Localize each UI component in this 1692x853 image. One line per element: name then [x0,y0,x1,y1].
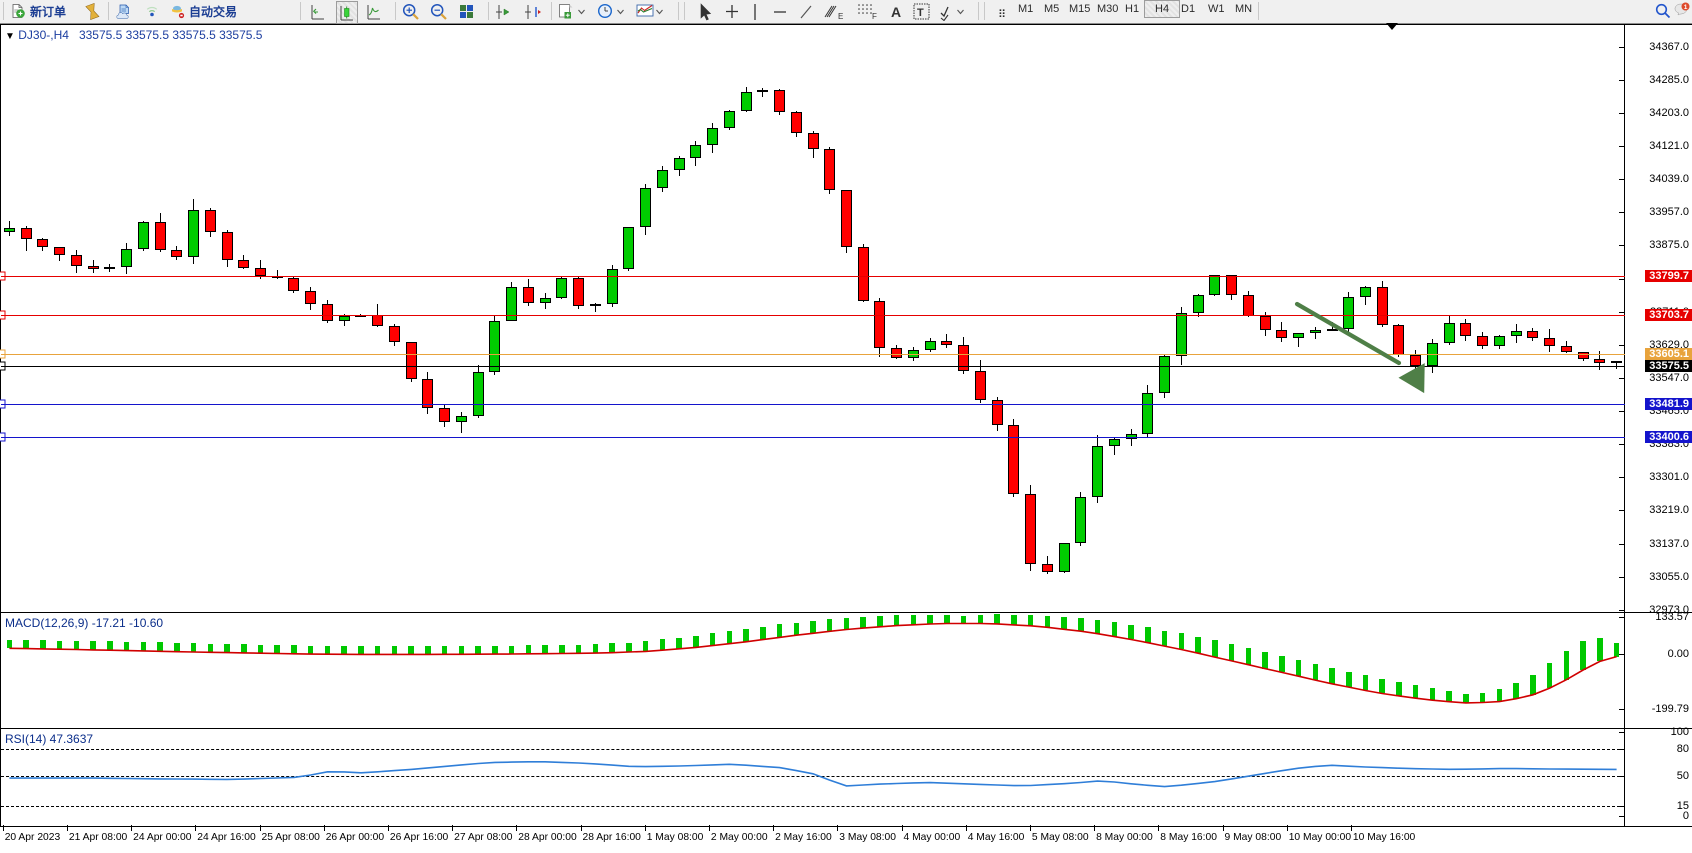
svg-text:T: T [917,7,924,19]
svg-text:A: A [891,4,901,20]
svg-text:E: E [838,12,843,21]
svg-text:1: 1 [1684,4,1688,11]
svg-text:F: F [872,12,877,21]
